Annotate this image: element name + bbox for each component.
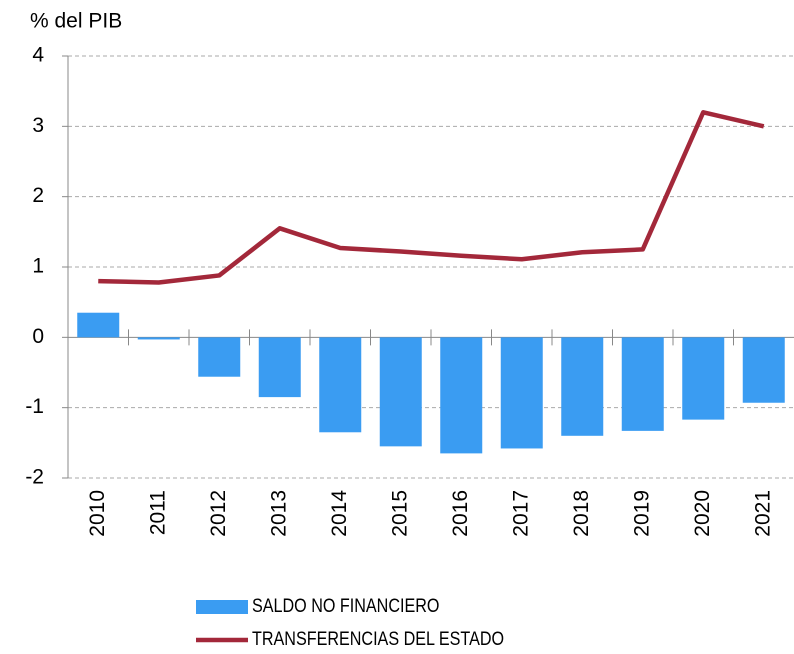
y-tick-label: 1 [32,255,44,278]
chart-title: % del PIB [30,10,122,33]
y-tick-label: 0 [32,325,44,348]
bar [198,337,241,377]
y-tick-label: 3 [32,114,44,137]
legend-swatch [196,600,248,614]
bar [440,337,483,454]
x-tick-label: 2020 [691,490,714,537]
bar [500,337,543,449]
line [98,110,765,285]
x-tick-label: 2012 [207,490,230,537]
y-tick-label: -1 [25,395,44,418]
x-tick-label: 2013 [267,490,290,537]
x-tick-label: 2018 [570,490,593,537]
legend-label: SALDO NO FINANCIERO [252,595,439,617]
x-tick-label: 2010 [86,490,109,537]
bar [742,337,785,403]
bar [77,312,120,338]
bar [379,337,422,447]
y-tick-label: -2 [25,466,44,489]
legend-label: TRANSFERENCIAS DEL ESTADO [252,628,504,650]
bar [561,337,604,436]
x-tick-label: 2017 [509,490,532,537]
x-tick-label: 2014 [328,490,351,537]
x-tick-label: 2019 [630,490,653,537]
y-tick-label: 2 [32,184,44,207]
x-tick-label: 2021 [751,490,774,537]
y-tick-label: 4 [32,44,44,67]
x-tick-label: 2015 [388,490,411,537]
bar [682,337,725,420]
bar [621,337,664,431]
bar [137,337,180,340]
bar [319,337,362,433]
x-tick-label: 2011 [146,490,169,535]
bar [258,337,301,398]
x-tick-label: 2016 [449,490,472,537]
